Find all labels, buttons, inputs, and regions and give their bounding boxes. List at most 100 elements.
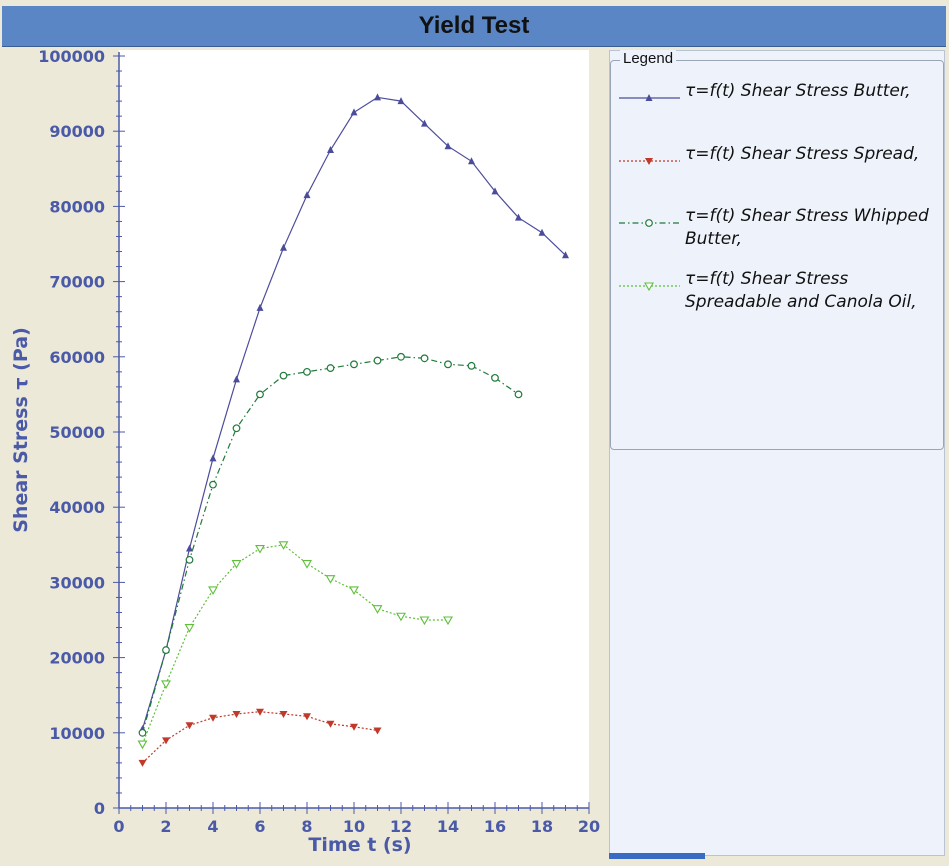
data-point-butter — [491, 187, 499, 195]
legend-label: τ=f(t) Shear Stress Spreadable and Canol… — [685, 269, 917, 312]
data-point-whipped-butter — [373, 356, 382, 365]
data-point-spread — [162, 737, 170, 745]
series-whipped-butter — [138, 352, 523, 737]
data-point-butter — [538, 228, 546, 236]
legend-swatch-marker — [645, 94, 653, 101]
data-point-butter — [350, 108, 358, 116]
legend-swatch-spread — [619, 158, 680, 165]
data-point-butter — [327, 146, 334, 153]
data-point-whipped-butter — [514, 390, 523, 399]
data-point-spreadable-canola — [231, 560, 242, 569]
legend-label: τ=f(t) Shear Stress Butter, — [685, 81, 911, 101]
data-point-butter — [444, 142, 452, 150]
data-point-whipped-butter — [162, 646, 170, 654]
chart-area: 0 10000 20000 30000 40000 50000 60000 70000 8000… — [10, 47, 600, 856]
y-tick-label: 20000 — [49, 649, 105, 668]
legend-item-whipped-butter: τ=f(t) Shear Stress Whipped Butter, — [618, 205, 938, 261]
series-line-spreadable-canola — [141, 544, 448, 745]
data-point-whipped-butter — [138, 728, 147, 737]
data-point-butter — [515, 213, 522, 221]
data-point-spread — [138, 759, 147, 767]
data-point-whipped-butter — [467, 361, 476, 370]
data-point-whipped-butter — [185, 555, 194, 564]
data-point-spread — [232, 711, 241, 718]
data-point-whipped-butter — [326, 364, 335, 372]
data-point-spreadable-canola — [184, 623, 195, 633]
legend-label: τ=f(t) Shear Stress Spread, — [685, 144, 920, 164]
data-point-whipped-butter — [209, 480, 217, 489]
data-point-butter — [468, 157, 475, 165]
x-tick-label: 20 — [578, 817, 600, 836]
series-spreadable-canola — [137, 541, 453, 750]
x-tick-label: 6 — [254, 817, 265, 836]
x-tick-label: 4 — [207, 817, 218, 836]
axes: 0 10000 20000 30000 40000 50000 60000 70000 8000… — [38, 47, 600, 836]
legend-item-spreadable-canola: τ=f(t) Shear Stress Spreadable and Canol… — [618, 268, 938, 324]
data-point-spreadable-canola — [349, 586, 359, 596]
series-layer — [137, 93, 569, 767]
data-point-spread — [303, 713, 311, 721]
data-point-spread — [279, 711, 288, 718]
x-tick-label: 0 — [113, 817, 124, 836]
data-point-butter — [233, 375, 240, 383]
data-point-butter — [421, 119, 428, 127]
chart-title: Yield Test — [418, 12, 530, 39]
y-tick-label: 40000 — [49, 498, 105, 517]
data-point-whipped-butter — [350, 360, 358, 369]
data-point-butter — [303, 191, 311, 199]
data-point-spread — [256, 708, 264, 716]
data-point-spreadable-canola — [255, 545, 265, 554]
legend-label: τ=f(t) Shear Stress Whipped Butter, — [685, 206, 929, 249]
data-point-spreadable-canola — [443, 616, 453, 626]
y-tick-label: 80000 — [49, 197, 105, 216]
data-point-spread — [373, 727, 382, 735]
data-point-butter — [280, 243, 287, 251]
series-butter — [139, 93, 569, 733]
legend-item-butter: τ=f(t) Shear Stress Butter, — [618, 80, 938, 136]
data-point-butter — [209, 454, 217, 462]
y-tick-label: 0 — [94, 799, 105, 818]
x-tick-label: 18 — [531, 817, 553, 836]
x-tick-label: 14 — [437, 817, 459, 836]
legend-item-spread: τ=f(t) Shear Stress Spread, — [618, 143, 938, 199]
data-point-whipped-butter — [397, 352, 405, 361]
data-point-whipped-butter — [444, 360, 452, 369]
x-tick-label: 10 — [343, 817, 365, 836]
data-point-whipped-butter — [303, 367, 311, 376]
plot-background — [119, 50, 589, 808]
data-point-spreadable-canola — [372, 605, 383, 614]
data-point-butter — [186, 544, 193, 552]
y-tick-label: 50000 — [49, 423, 105, 442]
legend-panel — [609, 50, 945, 856]
data-point-spreadable-canola — [325, 575, 336, 584]
data-point-spreadable-canola — [161, 680, 171, 690]
x-tick-label: 8 — [301, 817, 312, 836]
data-point-spreadable-canola — [302, 560, 312, 569]
y-tick-label: 30000 — [49, 573, 105, 592]
data-point-spreadable-canola — [208, 586, 218, 596]
y-axis-label: Shear Stress τ (Pa) — [10, 327, 32, 533]
data-point-spread — [326, 720, 335, 728]
legend-swatch-marker — [645, 158, 653, 165]
y-tick-label: 60000 — [49, 348, 105, 367]
legend-swatch-marker — [645, 219, 653, 227]
legend-box — [610, 60, 944, 450]
legend-swatch-whipped-butter — [619, 219, 680, 227]
x-tick-label: 12 — [390, 817, 412, 836]
data-point-butter — [397, 97, 405, 105]
series-spread — [138, 708, 382, 767]
data-point-whipped-butter — [491, 373, 499, 382]
chart-title-bar: Yield Test — [2, 6, 946, 47]
data-point-whipped-butter — [232, 424, 241, 433]
data-point-spread — [209, 714, 217, 722]
data-point-butter — [562, 251, 569, 259]
y-tick-label: 10000 — [49, 724, 105, 743]
status-strip — [609, 853, 705, 859]
legend-swatch-butter — [619, 94, 680, 101]
y-tick-label: 70000 — [49, 273, 105, 292]
data-point-whipped-butter — [420, 354, 429, 363]
data-point-spread — [350, 723, 358, 731]
x-tick-label: 2 — [160, 817, 171, 836]
series-line-whipped-butter — [141, 356, 519, 733]
x-tick-label: 16 — [484, 817, 506, 836]
